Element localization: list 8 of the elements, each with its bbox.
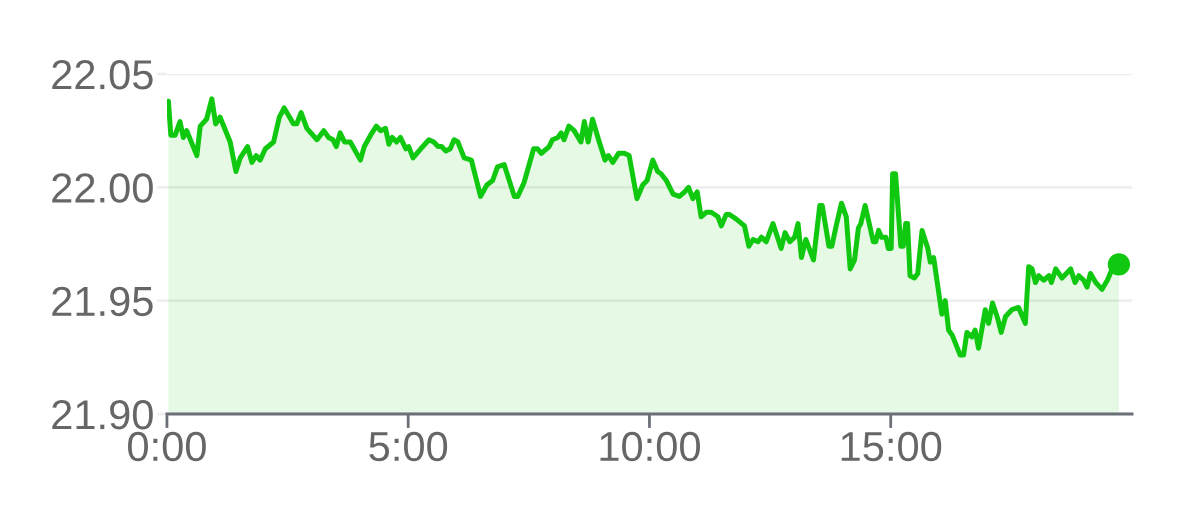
x-tick-label: 10:00 [600,431,700,462]
y-tick-label: 22.05 [52,59,153,90]
y-tick-label: 21.95 [52,286,153,317]
x-tick-label: 15:00 [841,431,942,462]
y-tick-label: 21.90 [52,400,153,430]
x-tick-label: 0:00 [128,431,206,462]
x-tick-label: 5:00 [369,431,448,462]
y-tick-label: 22.00 [52,173,153,203]
